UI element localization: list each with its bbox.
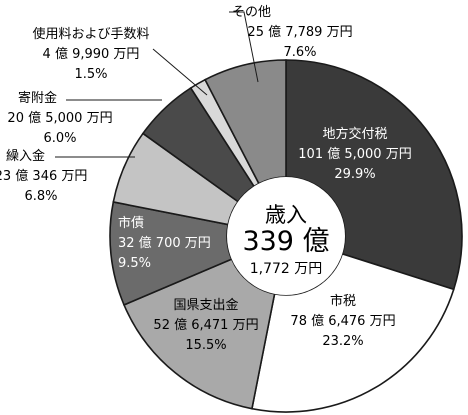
slice-1-label-percent: 29.9% [334,167,375,182]
slice-8-label-name: その他 [232,5,271,20]
slice-6-label-name: 寄附金 [18,90,57,106]
leader-line-7 [152,48,208,96]
leader-lines [55,11,259,158]
slice-2-label-name: 市税 [330,293,356,309]
slice-1 [285,59,463,291]
slice-2-label-amount: 78 億 6,476 万円 [290,313,395,329]
slice-5-label-name: 繰入金 [6,148,45,164]
center-title: 歳入 [265,203,307,227]
slice-3-label-amount: 52 億 6,471 万円 [153,317,258,333]
slice-7-label-name: 使用料および手数料 [32,26,149,42]
donut-slices [109,59,463,413]
leader-line-8 [229,11,259,83]
slice-7-label-percent: 1.5% [74,67,107,82]
slice-8-label-percent: 7.6% [283,45,316,60]
slice-6-label-percent: 6.0% [43,131,76,146]
slice-2-label-percent: 23.2% [322,334,363,349]
slice-4-label-percent: 9.5% [118,256,151,271]
slice-3-label-name: 国県支出金 [173,297,238,313]
slice-4-label-amount: 32 億 700 万円 [118,235,211,251]
slice-5-label-amount: 23 億 346 万円 [0,168,87,184]
donut-hole [227,177,345,295]
slice-6-label-amount: 20 億 5,000 万円 [7,110,112,126]
slice-4-label-name: 市債 [118,215,144,231]
center-sub: 1,772 万円 [250,261,323,277]
slice-7-label-amount: 4 億 9,990 万円 [43,46,140,62]
slice-8-label-amount: 25 億 7,789 万円 [247,24,352,40]
slice-1-label-name: 地方交付税 [322,126,387,142]
slice-labels: 地方交付税 101 億 5,000 万円 29.9% 市税 78 億 6,476 万円 2… [0,5,412,353]
slice-1-label-amount: 101 億 5,000 万円 [298,146,411,162]
slice-5-label-percent: 6.8% [24,189,57,204]
center-total: 339 億 [242,226,329,257]
slice-3-label-percent: 15.5% [185,338,226,353]
